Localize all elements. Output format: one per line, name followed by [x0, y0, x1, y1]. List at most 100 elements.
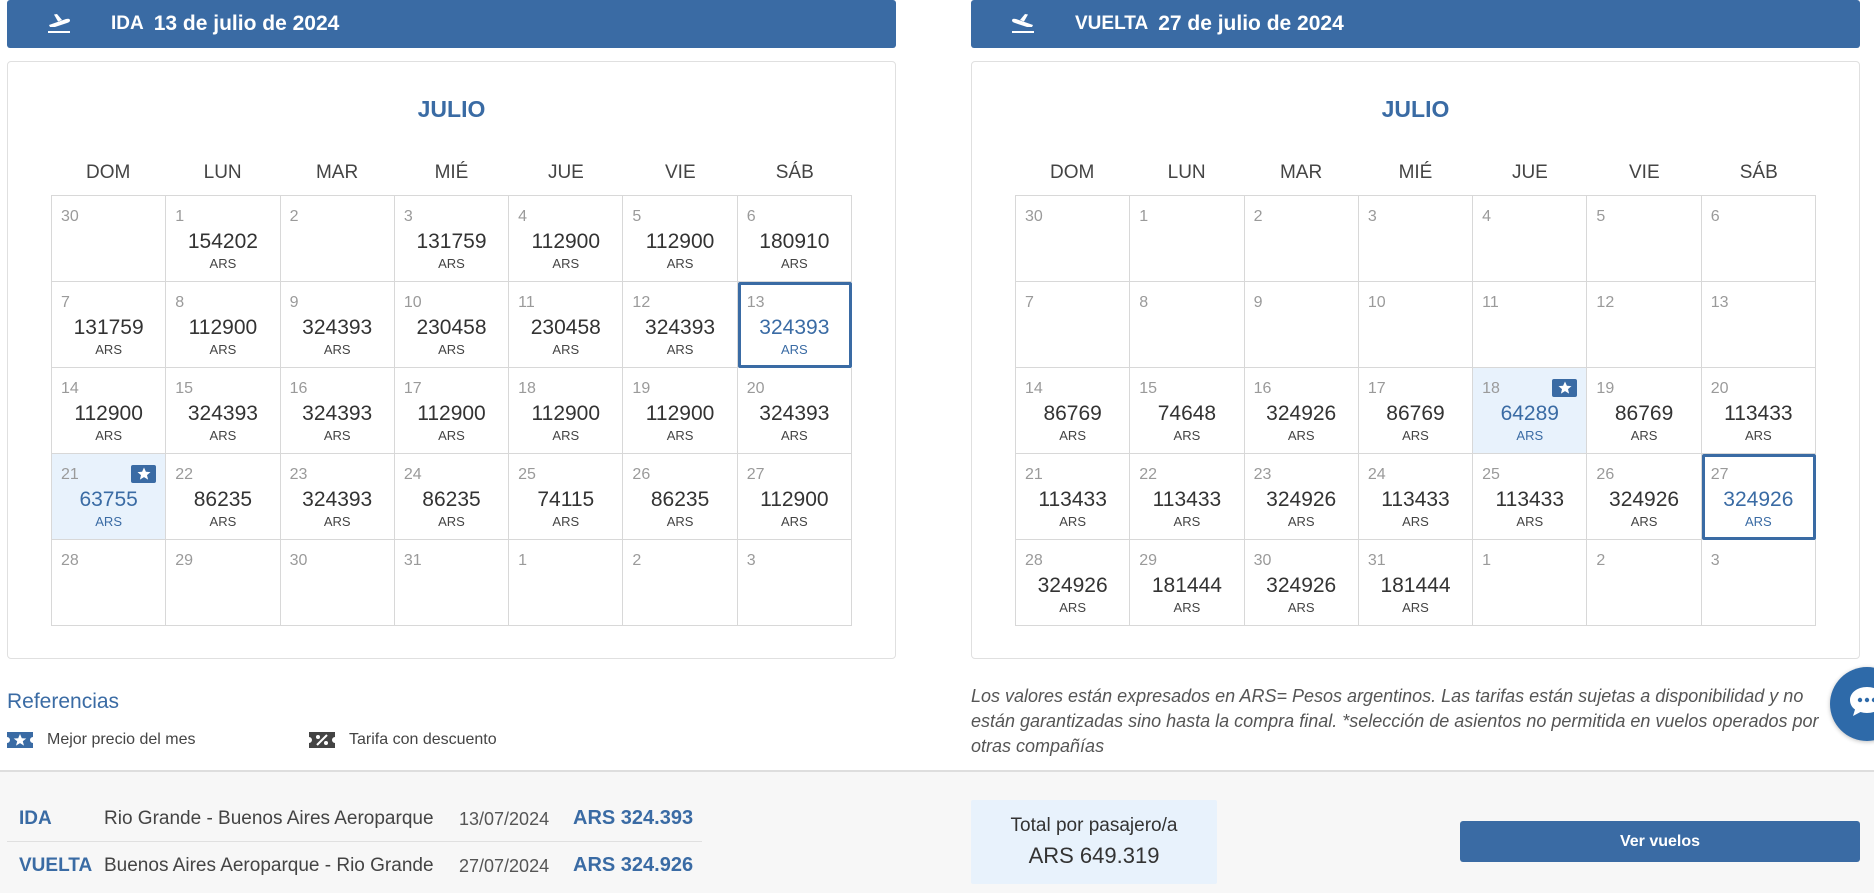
ida-day-cell[interactable]: 11 230458 ARS: [509, 282, 624, 368]
day-number: 1: [518, 552, 528, 569]
vuelta-day-cell[interactable]: 30: [1016, 196, 1131, 282]
vuelta-day-cell[interactable]: 5: [1587, 196, 1702, 282]
ida-day-cell[interactable]: 18 112900 ARS: [509, 368, 624, 454]
day-currency: ARS: [209, 256, 237, 271]
vuelta-day-cell[interactable]: 12: [1587, 282, 1702, 368]
ida-day-cell[interactable]: 1: [509, 540, 624, 626]
ida-day-cell[interactable]: 10 230458 ARS: [394, 282, 510, 368]
day-currency: ARS: [666, 342, 694, 357]
ida-day-cell[interactable]: 16 324393 ARS: [280, 368, 395, 454]
ida-day-cell[interactable]: 26 86235 ARS: [623, 454, 738, 540]
vuelta-day-cell[interactable]: 8: [1130, 282, 1245, 368]
day-number: 31: [1367, 552, 1386, 569]
ida-day-cell[interactable]: 2: [280, 196, 395, 282]
ida-day-cell[interactable]: 23 324393 ARS: [280, 454, 395, 540]
vuelta-day-cell[interactable]: 3: [1701, 540, 1816, 626]
ida-header: IDA 13 de julio de 2024: [7, 0, 896, 48]
vuelta-day-cell[interactable]: 16 324926 ARS: [1244, 368, 1359, 454]
ida-day-cell[interactable]: 7 131759 ARS: [52, 282, 167, 368]
day-number: 17: [1367, 380, 1386, 397]
vuelta-day-cell[interactable]: 1: [1130, 196, 1245, 282]
day-number: 19: [1596, 380, 1615, 397]
ida-day-cell[interactable]: 1 154202 ARS: [166, 196, 281, 282]
ida-day-cell[interactable]: 9 324393 ARS: [280, 282, 395, 368]
day-currency: ARS: [1173, 428, 1201, 443]
vuelta-day-cell[interactable]: 29 181444 ARS: [1130, 540, 1245, 626]
ida-day-cell[interactable]: 12 324393 ARS: [623, 282, 738, 368]
day-currency: ARS: [780, 256, 808, 271]
ida-day-cell[interactable]: 2: [623, 540, 738, 626]
ida-day-cell[interactable]: 30: [280, 540, 395, 626]
ida-day-cell[interactable]: 8 112900 ARS: [166, 282, 281, 368]
ida-day-cell[interactable]: 22 86235 ARS: [166, 454, 281, 540]
day-price: 324926: [1266, 574, 1337, 597]
vuelta-day-cell[interactable]: 27 324926 ARS: [1701, 454, 1816, 540]
weekday-label: LUN: [203, 162, 242, 183]
ida-day-cell[interactable]: 6 180910 ARS: [737, 196, 852, 282]
day-number: 26: [1596, 466, 1615, 483]
chat-button[interactable]: [1830, 667, 1874, 741]
ida-day-cell[interactable]: 13 324393 ARS: [737, 282, 852, 368]
summary-vuelta-amount: ARS 324.926: [573, 854, 694, 876]
day-currency: ARS: [1173, 600, 1201, 615]
day-number: 15: [175, 380, 194, 397]
vuelta-day-cell[interactable]: 4: [1473, 196, 1588, 282]
ida-day-cell[interactable]: 15 324393 ARS: [166, 368, 281, 454]
vuelta-day-cell[interactable]: 3: [1358, 196, 1474, 282]
ida-day-cell[interactable]: 30: [52, 196, 167, 282]
ida-day-cell[interactable]: 17 112900 ARS: [394, 368, 510, 454]
vuelta-day-cell[interactable]: 10: [1358, 282, 1474, 368]
vuelta-day-cell[interactable]: 2: [1244, 196, 1359, 282]
day-price: 112900: [531, 230, 601, 253]
summary-vuelta-route: Buenos Aires Aeroparque - Rio Grande: [104, 855, 434, 876]
ida-day-cell[interactable]: 4 112900 ARS: [509, 196, 624, 282]
vuelta-day-cell[interactable]: 1: [1473, 540, 1588, 626]
vuelta-day-cell[interactable]: 14 86769 ARS: [1016, 368, 1131, 454]
ida-day-cell[interactable]: 19 112900 ARS: [623, 368, 738, 454]
day-number: 30: [61, 208, 79, 225]
vuelta-day-cell[interactable]: 11: [1473, 282, 1588, 368]
ida-day-cell[interactable]: 31: [394, 540, 510, 626]
day-number: 18: [1482, 380, 1500, 397]
ida-day-cell[interactable]: 27 112900 ARS: [737, 454, 852, 540]
day-number: 13: [746, 294, 765, 311]
day-price: 113433: [1152, 488, 1222, 511]
ida-day-cell[interactable]: 21 63755 ARS: [52, 454, 167, 540]
day-currency: ARS: [95, 342, 122, 357]
vuelta-day-cell[interactable]: 19 86769 ARS: [1587, 368, 1702, 454]
vuelta-day-cell[interactable]: 30 324926 ARS: [1244, 540, 1359, 626]
ida-day-cell[interactable]: 24 86235 ARS: [394, 454, 510, 540]
ida-day-cell[interactable]: 14 112900 ARS: [52, 368, 167, 454]
vuelta-day-cell[interactable]: 2: [1587, 540, 1702, 626]
vuelta-day-cell[interactable]: 31 181444 ARS: [1358, 540, 1474, 626]
vuelta-day-cell[interactable]: 6: [1701, 196, 1816, 282]
vuelta-day-cell[interactable]: 7: [1016, 282, 1131, 368]
vuelta-day-cell[interactable]: 9: [1244, 282, 1359, 368]
star-icon: [131, 465, 157, 483]
day-price: 112900: [188, 316, 258, 339]
summary-ida-label: IDA: [19, 808, 52, 829]
summary-vuelta-label: VUELTA: [19, 855, 93, 876]
ida-day-cell[interactable]: 25 74115 ARS: [509, 454, 624, 540]
ver-vuelos-button[interactable]: Ver vuelos: [1460, 821, 1860, 862]
vuelta-day-cell[interactable]: 25 113433 ARS: [1473, 454, 1588, 540]
ida-day-cell[interactable]: 29: [166, 540, 281, 626]
ida-day-cell[interactable]: 3 131759 ARS: [394, 196, 510, 282]
vuelta-day-cell[interactable]: 21 113433 ARS: [1016, 454, 1131, 540]
vuelta-day-cell[interactable]: 17 86769 ARS: [1358, 368, 1474, 454]
vuelta-day-cell[interactable]: 15 74648 ARS: [1130, 368, 1245, 454]
weekday-label: VIE: [665, 162, 696, 183]
vuelta-day-cell[interactable]: 13: [1701, 282, 1816, 368]
vuelta-day-cell[interactable]: 23 324926 ARS: [1244, 454, 1359, 540]
ida-day-cell[interactable]: 3: [737, 540, 852, 626]
vuelta-day-cell[interactable]: 22 113433 ARS: [1130, 454, 1245, 540]
ida-panel: IDA 13 de julio de 2024 JULIO DOM LUN MA…: [7, 0, 896, 659]
vuelta-day-cell[interactable]: 24 113433 ARS: [1358, 454, 1474, 540]
ida-day-cell[interactable]: 5 112900 ARS: [623, 196, 738, 282]
ida-day-cell[interactable]: 28: [52, 540, 167, 626]
vuelta-day-cell[interactable]: 26 324926 ARS: [1587, 454, 1702, 540]
vuelta-day-cell[interactable]: 28 324926 ARS: [1016, 540, 1131, 626]
ida-day-cell[interactable]: 20 324393 ARS: [737, 368, 852, 454]
vuelta-day-cell[interactable]: 20 113433 ARS: [1701, 368, 1816, 454]
vuelta-day-cell[interactable]: 18 64289 ARS: [1473, 368, 1588, 454]
